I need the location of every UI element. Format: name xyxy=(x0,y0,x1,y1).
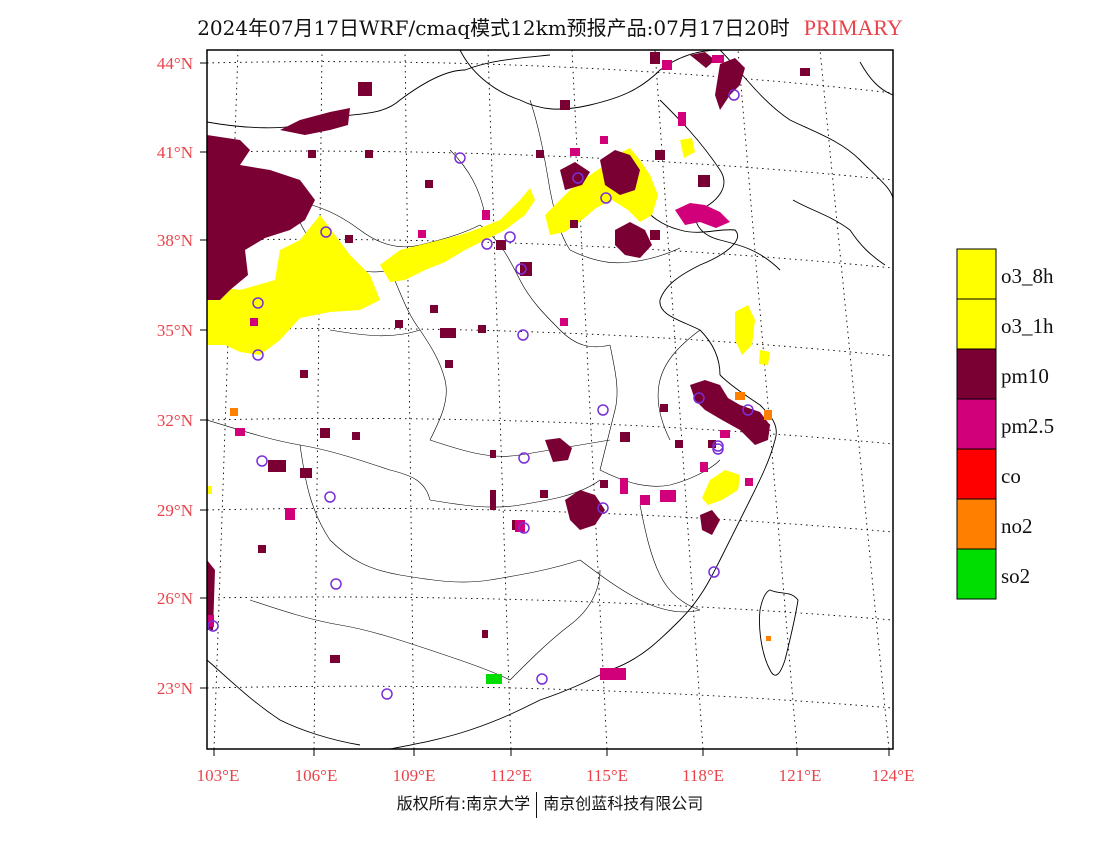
footer-separator xyxy=(536,791,538,818)
company-text: 南京创蓝科技有限公司 xyxy=(543,794,704,813)
legend-swatch-so2 xyxy=(956,548,997,600)
lat-label-38: 38°N xyxy=(157,231,193,250)
pm25-regions xyxy=(207,55,753,680)
legend-label-o3-8h: o3_8h xyxy=(1001,264,1054,288)
lat-label-23: 23°N xyxy=(157,679,193,698)
lon-label-106: 106°E xyxy=(295,766,338,785)
lon-label-124: 124°E xyxy=(872,766,915,785)
legend-swatch-no2 xyxy=(956,498,997,550)
legend-label-pm25: pm2.5 xyxy=(1001,414,1054,438)
lat-label-41: 41°N xyxy=(157,143,193,162)
lon-label-115: 115°E xyxy=(586,766,628,785)
legend-swatch-o3-8h xyxy=(956,248,997,300)
lat-label-44: 44°N xyxy=(157,54,193,73)
latitude-axis: 44°N 41°N 38°N 35°N 32°N 29°N 26°N 23°N xyxy=(157,54,207,698)
lon-label-109: 109°E xyxy=(393,766,436,785)
lon-label-118: 118°E xyxy=(682,766,724,785)
pm10-regions xyxy=(207,52,810,678)
footer: 版权所有:南京大学 南京创蓝科技有限公司 xyxy=(0,790,1100,818)
lon-label-121: 121°E xyxy=(779,766,822,785)
mode-label: PRIMARY xyxy=(803,15,903,40)
title-text: 2024年07月17日WRF/cmaq模式12km预报产品:07月17日20时 xyxy=(197,16,790,40)
lon-label-112: 112°E xyxy=(490,766,532,785)
lon-label-103: 103°E xyxy=(197,766,240,785)
station-markers xyxy=(207,89,754,700)
legend-swatch-pm25 xyxy=(956,398,997,450)
lat-label-35: 35°N xyxy=(157,321,193,340)
map-frame xyxy=(206,49,894,750)
legend-label-no2: no2 xyxy=(1001,514,1033,538)
lat-label-26: 26°N xyxy=(157,589,193,608)
legend-label-pm10: pm10 xyxy=(1001,364,1049,388)
copyright-text: 版权所有:南京大学 xyxy=(396,794,531,813)
longitude-axis: 103°E 106°E 109°E 112°E 115°E 118°E 121°… xyxy=(197,749,915,785)
legend-label-co: co xyxy=(1001,464,1021,488)
legend-label-o3-1h: o3_1h xyxy=(1001,314,1054,338)
so2-regions xyxy=(486,674,502,684)
legend-swatch-o3-1h xyxy=(956,298,997,350)
lat-label-29: 29°N xyxy=(157,501,193,520)
no2-regions xyxy=(230,392,772,641)
legend-swatch-pm10 xyxy=(956,348,997,400)
map-title: 2024年07月17日WRF/cmaq模式12km预报产品:07月17日20时 P… xyxy=(0,12,1100,41)
legend-swatch-co xyxy=(956,448,997,500)
map-panel xyxy=(207,50,893,749)
lat-label-32: 32°N xyxy=(157,411,193,430)
legend: o3_8h o3_1h pm10 pm2.5 co no2 so2 xyxy=(956,248,1054,600)
legend-label-so2: so2 xyxy=(1001,564,1030,588)
